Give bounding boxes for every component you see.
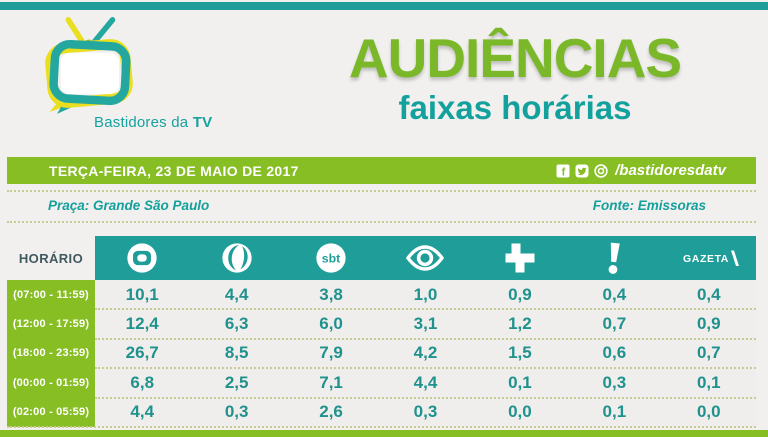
rating-value: 4,2 (413, 343, 438, 363)
redetv-logo-icon (567, 236, 661, 280)
rating-value: 0,0 (696, 402, 721, 422)
rating-value: 7,1 (319, 372, 343, 392)
gazeta-logo-icon: GAZETA (662, 236, 756, 280)
rating-value: 0,4 (696, 284, 721, 304)
time-slot-label: (00:00 - 01:59) (7, 368, 95, 398)
rating-value: 0,7 (696, 343, 721, 363)
fonte-label: Fonte: Emissoras (592, 198, 706, 213)
network-logos-row: sbt (95, 236, 756, 280)
rating-value: 4,4 (130, 402, 155, 422)
divider (7, 221, 756, 223)
rating-value: 2,6 (319, 402, 343, 422)
rating-value: 6,8 (130, 372, 155, 392)
table-row: (07:00 - 11:59) 10,1 4,4 3,8 1,0 0,9 0,4… (7, 280, 756, 310)
sbt-logo-icon: sbt (284, 236, 378, 280)
ratings-values: 6,8 2,5 7,1 4,4 0,1 0,3 0,1 (95, 367, 756, 398)
rating-value: 0,9 (508, 284, 532, 304)
rating-value: 0,3 (602, 372, 627, 392)
rating-value: 10,1 (125, 284, 159, 304)
svg-text:f: f (562, 166, 566, 178)
divider (7, 426, 756, 428)
svg-text:sbt: sbt (322, 251, 340, 265)
table-header: HORÁRIO sbt (7, 236, 756, 280)
social-handle: /bastidoresdatv (615, 162, 726, 179)
instagram-icon (594, 163, 608, 178)
time-slot-label: (02:00 - 05:59) (7, 397, 95, 427)
brand-name: Bastidores da TV (94, 114, 213, 131)
ratings-table: (07:00 - 11:59) 10,1 4,4 3,8 1,0 0,9 0,4… (7, 280, 756, 427)
rating-value: 12,4 (125, 314, 159, 334)
rating-value: 6,3 (224, 314, 249, 334)
rating-value: 0,0 (508, 402, 532, 422)
rating-value: 8,5 (224, 343, 249, 363)
rating-value: 26,7 (125, 343, 159, 363)
rating-value: 1,0 (413, 284, 438, 304)
svg-text:GAZETA: GAZETA (683, 253, 729, 265)
date-label: TERÇA-FEIRA, 23 DE MAIO DE 2017 (49, 162, 299, 179)
twitter-icon (575, 164, 589, 177)
rating-value: 0,1 (696, 372, 721, 392)
rating-value: 0,4 (602, 284, 627, 304)
rating-value: 0,1 (508, 372, 532, 392)
rating-value: 0,3 (413, 402, 438, 422)
rating-value: 4,4 (413, 372, 438, 392)
rating-value: 0,9 (696, 314, 721, 334)
rating-value: 0,7 (602, 314, 627, 334)
ratings-values: 10,1 4,4 3,8 1,0 0,9 0,4 0,4 (95, 280, 756, 310)
ratings-values: 4,4 0,3 2,6 0,3 0,0 0,1 0,0 (95, 396, 756, 427)
horario-header: HORÁRIO (18, 250, 84, 266)
table-row: (02:00 - 05:59) 4,4 0,3 2,6 0,3 0,0 0,1 … (7, 396, 756, 427)
praca-label: Praça: Grande São Paulo (48, 198, 210, 213)
page-title: AUDIÊNCIAS (348, 27, 682, 89)
bottom-accent-bar (0, 430, 768, 437)
date-bar: TERÇA-FEIRA, 23 DE MAIO DE 2017 f /basti… (7, 157, 756, 184)
top-accent-bar (0, 2, 768, 10)
time-slot-label: (18:00 - 23:59) (7, 338, 95, 369)
facebook-icon: f (556, 164, 570, 178)
rating-value: 4,4 (224, 284, 249, 304)
ratings-values: 26,7 8,5 7,9 4,2 1,5 0,6 0,7 (95, 337, 756, 369)
table-row: (00:00 - 01:59) 6,8 2,5 7,1 4,4 0,1 0,3 … (7, 367, 756, 398)
rating-value: 2,5 (224, 372, 249, 392)
divider (7, 190, 756, 192)
bastidores-tv-logo-icon (45, 17, 133, 114)
rating-value: 1,5 (508, 343, 532, 363)
table-row: (18:00 - 23:59) 26,7 8,5 7,9 4,2 1,5 0,6… (7, 337, 756, 369)
rating-value: 3,8 (319, 284, 343, 304)
rating-value: 3,1 (413, 314, 438, 334)
band-logo-icon (378, 236, 472, 280)
globo-logo-icon (95, 236, 189, 280)
cultura-logo-icon (473, 236, 567, 280)
social-links: f /bastidoresdatv (556, 162, 726, 179)
rating-value: 6,0 (319, 314, 343, 334)
time-slot-label: (07:00 - 11:59) (7, 280, 95, 310)
time-slot-label: (12:00 - 17:59) (7, 309, 95, 339)
rating-value: 0,3 (224, 402, 249, 422)
ratings-values: 12,4 6,3 6,0 3,1 1,2 0,7 0,9 (95, 308, 756, 339)
rating-value: 7,9 (319, 343, 343, 363)
rating-value: 0,1 (602, 402, 627, 422)
record-logo-icon (189, 236, 283, 280)
rating-value: 1,2 (508, 314, 532, 334)
page-subtitle: faixas horárias (398, 88, 632, 126)
table-row: (12:00 - 17:59) 12,4 6,3 6,0 3,1 1,2 0,7… (7, 308, 756, 339)
rating-value: 0,6 (602, 343, 627, 363)
